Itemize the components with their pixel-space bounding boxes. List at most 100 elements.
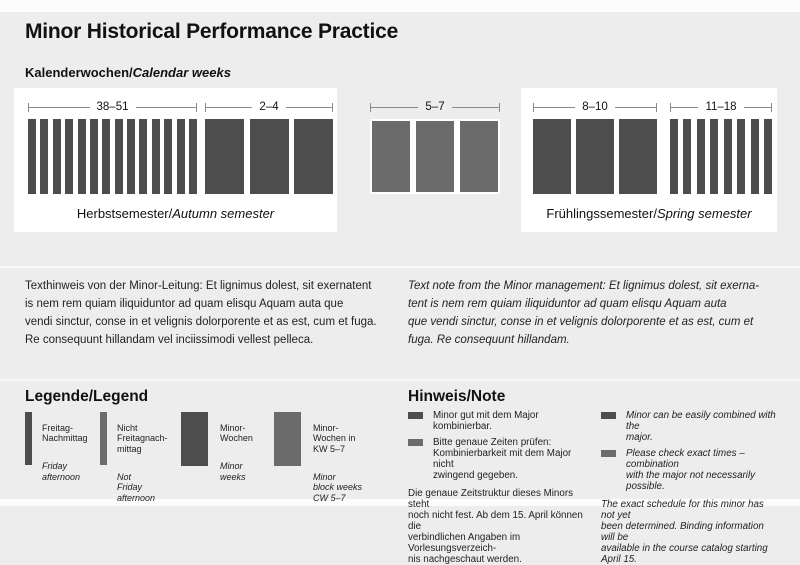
semester-label-spring: Frühlingssemester/Spring semester	[521, 206, 777, 221]
week-bar	[176, 119, 185, 194]
minor-management-note-de: Texthinweis von der Minor-Leitung: Et li…	[25, 280, 377, 346]
week-group-11-18: 11–18	[670, 101, 773, 194]
note-swatch	[408, 439, 423, 446]
ruler-line	[671, 106, 699, 108]
week-bars	[670, 119, 772, 194]
ruler-tick	[533, 102, 534, 112]
ruler-tick	[205, 102, 206, 112]
legend-item-not-friday-afternoon: Nicht Freitagnach- mittag Not Friday aft…	[100, 412, 168, 514]
minor-management-note-en: Text note from the Minor management: Et …	[408, 280, 760, 346]
semester-label-autumn: Herbstsemester/Autumn semester	[14, 206, 337, 221]
legend-label-en: Not Friday afternoon	[117, 471, 156, 503]
week-bar	[670, 119, 678, 194]
legend-label-de: Freitag- Nachmittag	[42, 422, 88, 444]
legend-label-de: Nicht Freitagnach- mittag	[117, 422, 168, 454]
note-item: Minor gut mit dem Major kombinierbar.	[408, 410, 593, 432]
week-bar	[294, 119, 333, 194]
ruler-tick	[656, 102, 657, 112]
week-bar	[372, 121, 410, 192]
week-bar	[65, 119, 74, 194]
legend-item-minor-weeks: Minor- Wochen Minor weeks	[181, 412, 253, 493]
note-column-de: Minor gut mit dem Major kombinierbar. Bi…	[408, 410, 593, 565]
ruler-tick	[670, 102, 671, 112]
note-swatch	[408, 412, 423, 419]
calendar-weeks-heading: Kalenderwochen/Calendar weeks	[25, 65, 231, 80]
range-label: 8–10	[582, 101, 608, 113]
note-item: Please check exact times – combination w…	[601, 448, 779, 492]
ruler-line	[29, 106, 90, 108]
range-ruler: 11–18	[670, 101, 773, 113]
semester-label-en: Spring semester	[656, 206, 752, 221]
legend-item-friday-afternoon: Freitag- Nachmittag Friday afternoon	[25, 412, 88, 493]
week-bar	[696, 119, 705, 194]
week-bar	[249, 119, 289, 194]
note-item: Minor can be easily combined with the ma…	[601, 410, 779, 443]
legend-label-de: Minor- Wochen	[220, 422, 253, 444]
autumn-semester-panel: 38–51 2–4 Herbstsemester/Autumn semester	[14, 88, 337, 232]
week-bar	[683, 119, 692, 194]
ruler-tick	[332, 102, 333, 112]
legend-label: Nicht Freitagnach- mittag Not Friday aft…	[117, 412, 168, 514]
week-bar	[114, 119, 123, 194]
semester-label-en: Autumn semester	[172, 206, 275, 221]
week-bar	[52, 119, 61, 194]
ruler-tick	[499, 102, 500, 112]
ruler-line	[534, 106, 576, 108]
week-group-2-4: 2–4	[205, 101, 333, 194]
legend-swatch	[274, 412, 301, 466]
ruler-line	[743, 106, 772, 108]
week-bar	[763, 119, 772, 194]
legend-swatch	[25, 412, 32, 465]
week-bar	[710, 119, 719, 194]
note-column-en: Minor can be easily combined with the ma…	[601, 410, 779, 565]
note-title: Hinweis/Note	[408, 388, 506, 405]
week-bar	[737, 119, 746, 194]
range-ruler: 38–51	[28, 101, 198, 113]
week-bar	[40, 119, 49, 194]
ruler-line	[451, 106, 499, 108]
range-label: 5–7	[425, 101, 445, 113]
note-paragraph-en: The exact schedule for this minor has no…	[601, 499, 768, 565]
calendar-weeks-label-de: Kalenderwochen	[25, 65, 130, 80]
semester-label-de: Frühlingssemester	[546, 206, 654, 221]
bottom-white-strip	[0, 499, 800, 506]
note-item-text: Minor gut mit dem Major kombinierbar.	[433, 410, 539, 432]
slash-separator: /	[653, 206, 657, 221]
page-title: Minor Historical Performance Practice	[25, 20, 399, 43]
ruler-line	[135, 106, 197, 108]
week-bar	[533, 119, 571, 194]
range-ruler: 2–4	[205, 101, 333, 113]
legend-title: Legende/Legend	[25, 388, 149, 405]
week-bars	[370, 119, 500, 194]
calendar-weeks-label-en: Calendar weeks	[132, 65, 231, 80]
legend-label-en: Friday afternoon	[42, 461, 81, 482]
legend-label: Minor- Wochen Minor weeks	[220, 412, 253, 493]
week-bar	[28, 119, 36, 194]
range-label: 38–51	[96, 101, 129, 113]
week-group-5-7: 5–7	[370, 101, 500, 194]
legend-item-minor-block-weeks: Minor- Wochen in KW 5–7 Minor block week…	[274, 412, 362, 514]
note-paragraph-de: Die genaue Zeitstruktur dieses Minors st…	[408, 488, 583, 565]
section-divider	[0, 379, 800, 381]
ruler-tick	[28, 102, 29, 112]
range-ruler: 8–10	[533, 101, 657, 113]
note-item-text: Minor can be easily combined with the ma…	[626, 410, 776, 443]
week-bars	[533, 119, 657, 194]
slash-separator: /	[129, 65, 133, 80]
legend-label-de: Minor- Wochen in KW 5–7	[313, 422, 356, 454]
week-bar	[750, 119, 759, 194]
ruler-line	[285, 106, 332, 108]
legend-label-en: Minor block weeks CW 5–7	[313, 471, 363, 503]
range-ruler: 5–7	[370, 101, 500, 113]
note-swatch	[601, 412, 616, 419]
semester-label-de: Herbstsemester	[76, 206, 169, 221]
week-bar	[164, 119, 173, 194]
ruler-tick	[196, 102, 198, 112]
week-group-8-10: 8–10	[533, 101, 657, 194]
week-bar	[127, 119, 135, 194]
week-bars	[28, 119, 197, 194]
note-item-text: Bitte genaue Zeiten prüfen: Kombinierbar…	[433, 437, 572, 481]
week-bar	[619, 119, 657, 194]
legend-label-en: Minor weeks	[220, 461, 246, 482]
week-bar	[576, 119, 614, 194]
